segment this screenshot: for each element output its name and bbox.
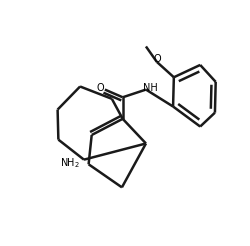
Text: NH$_2$: NH$_2$ (60, 157, 80, 170)
Text: NH: NH (144, 83, 158, 93)
Text: O: O (97, 83, 104, 93)
Text: O: O (154, 54, 162, 64)
